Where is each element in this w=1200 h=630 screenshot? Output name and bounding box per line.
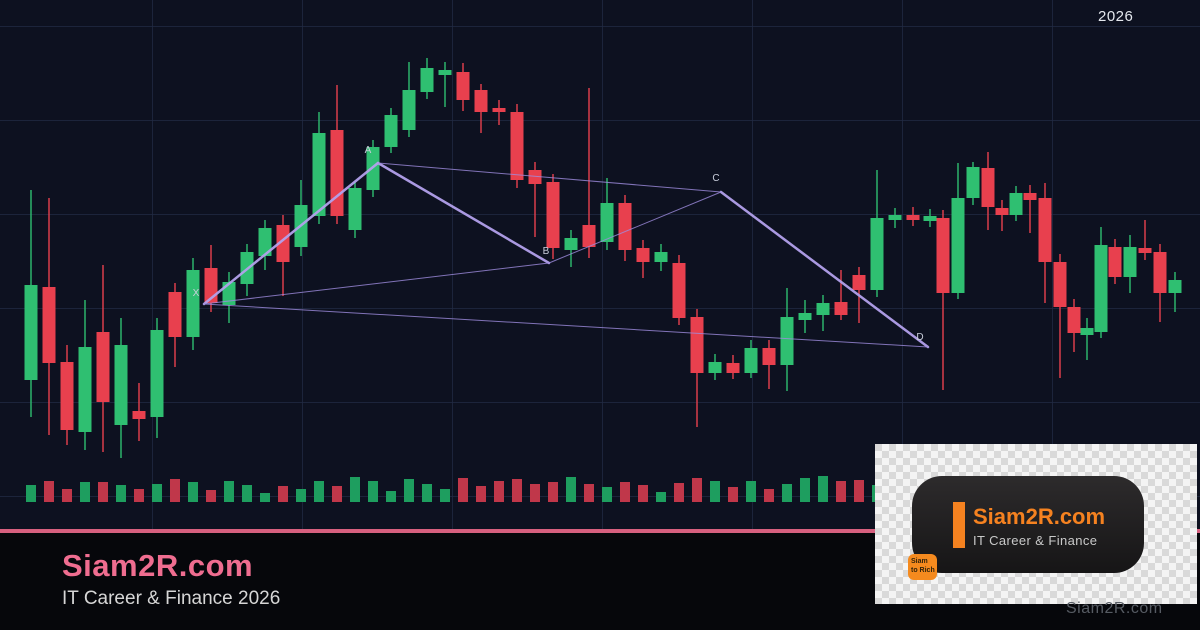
pattern-label-A: A (365, 145, 372, 156)
siam-to-rich-badge: Siam to Rich (908, 554, 937, 580)
logo-card: Siam2R.com IT Career & Finance Siam to R… (875, 444, 1197, 604)
pattern-label-X: X (193, 288, 200, 299)
pattern-label-D: D (916, 332, 923, 343)
watermark-text: Siam2R.com (1066, 600, 1163, 617)
brand-title: Siam2R.com (62, 548, 254, 583)
year-label: 2026 (1098, 8, 1134, 25)
pattern-label-C: C (712, 173, 719, 184)
logo-orange-bar-icon (953, 502, 965, 548)
brand-tagline: IT Career & Finance 2026 (62, 588, 281, 609)
badge-line2: to Rich (911, 567, 935, 575)
badge-line1: Siam (911, 558, 928, 565)
pink-divider-line (0, 529, 1200, 533)
logo-pill: Siam2R.com IT Career & Finance (912, 476, 1144, 573)
logo-card-subtitle: IT Career & Finance (973, 533, 1098, 548)
logo-card-title: Siam2R.com (973, 504, 1106, 529)
pattern-label-B: B (543, 246, 550, 257)
